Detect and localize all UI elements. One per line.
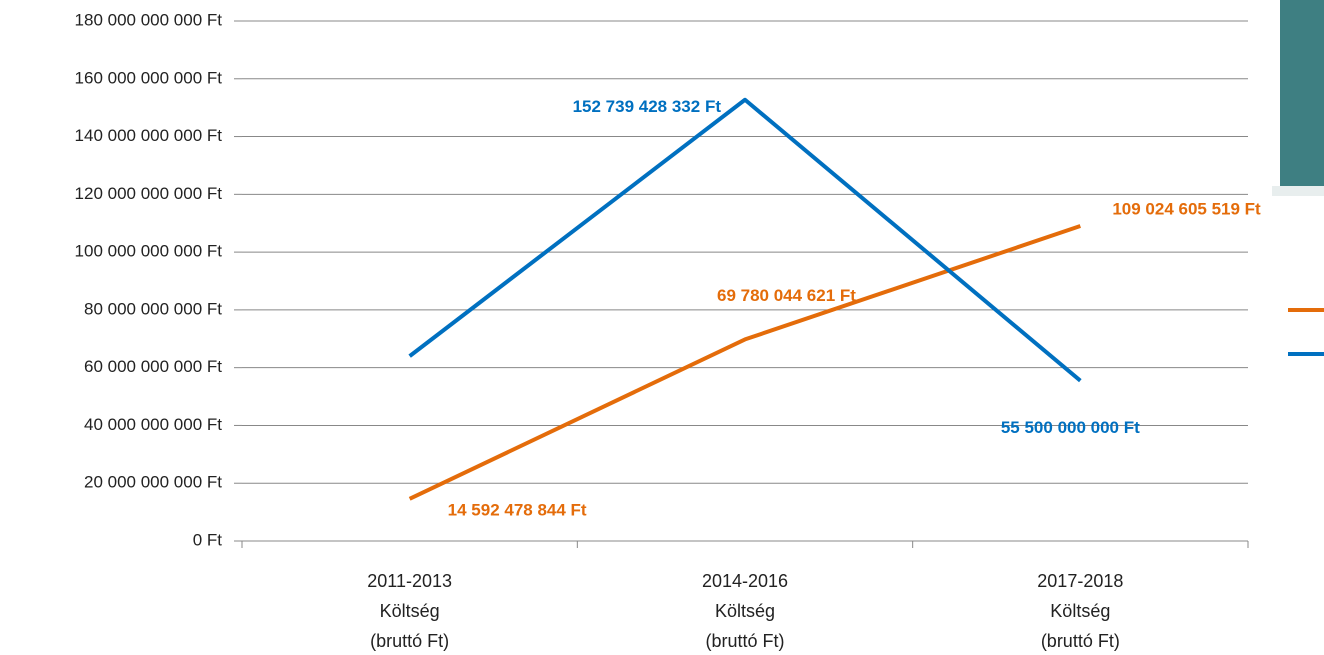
y-tick-label: 120 000 000 000 Ft [75,184,223,203]
y-tick-label: 60 000 000 000 Ft [84,357,222,376]
y-tick-label: 40 000 000 000 Ft [84,415,222,434]
y-tick-label: 160 000 000 000 Ft [75,68,223,87]
data-label: 109 024 605 519 Ft [1112,200,1261,219]
line-series [408,97,1082,383]
side-panel [1280,0,1324,186]
y-tick-label: 180 000 000 000 Ft [75,10,223,29]
y-tick-label: 80 000 000 000 Ft [84,299,222,318]
panel-shadow [1272,186,1324,196]
y-tick-label: 140 000 000 000 Ft [75,126,223,145]
x-tick-label: 2014-2016 Költség (bruttó Ft) [701,571,789,651]
data-label: 69 780 044 621 Ft [717,286,856,305]
y-tick-label: 20 000 000 000 Ft [84,473,222,492]
data-label: 14 592 478 844 Ft [448,500,587,519]
y-tick-label: 100 000 000 000 Ft [75,242,223,261]
data-label: 55 500 000 000 Ft [1001,418,1140,437]
x-tick-label: 2017-2018 Költség (bruttó Ft) [1037,571,1124,651]
line-series [408,224,1081,501]
x-tick-label: 2011-2013 Költség (bruttó Ft) [367,571,453,651]
y-tick-label: 0 Ft [193,530,223,549]
data-label: 152 739 428 332 Ft [573,97,722,116]
